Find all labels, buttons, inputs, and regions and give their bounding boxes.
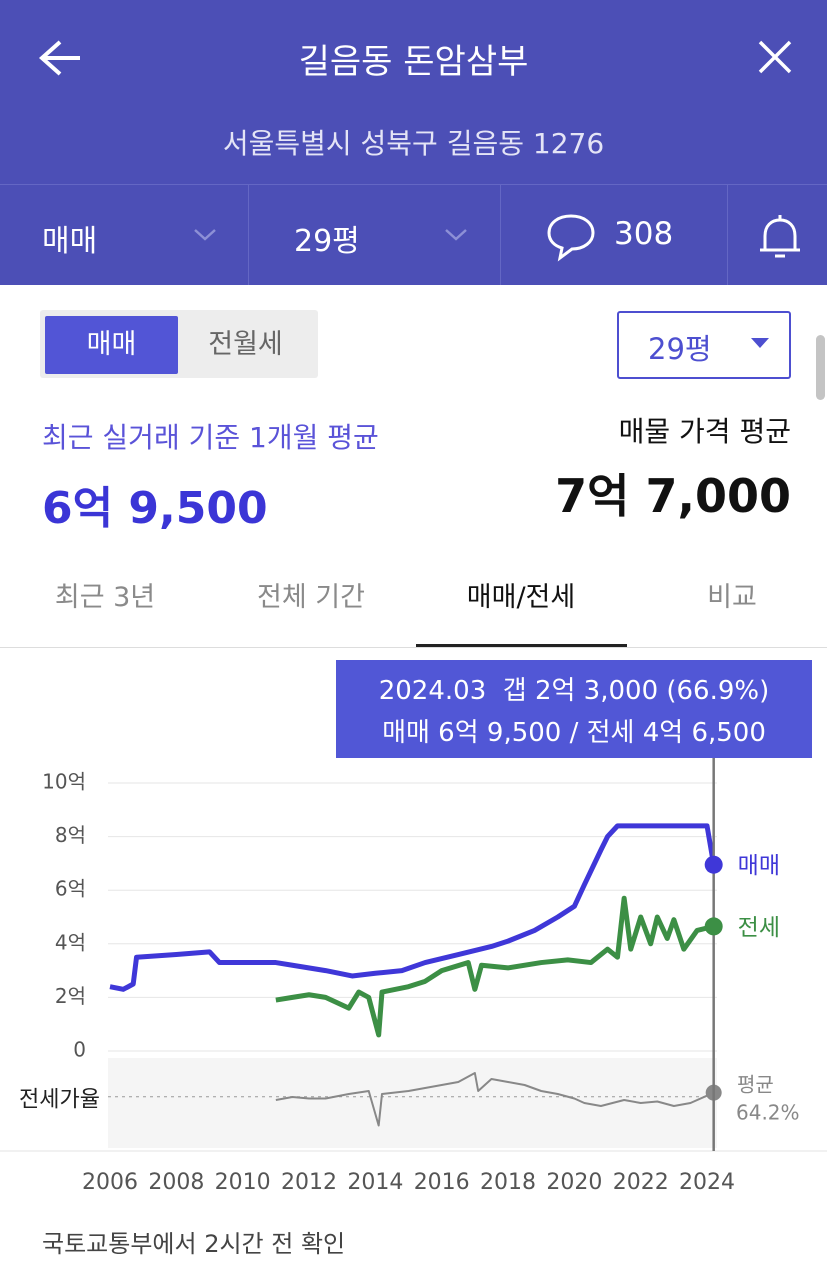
size-select[interactable] [617,311,791,379]
toggle-option[interactable]: 매매 [45,316,178,374]
x-tick-label: 2006 [82,1170,138,1195]
recent-label: 최근 실거래 기준 1개월 평균 [42,421,379,454]
line [275,895,715,1038]
title: 길음동 돈암삼부 [298,42,529,82]
tab-border [0,647,827,648]
listing-label: 매물 가격 평균 [618,415,791,448]
average-value: 64.2% [736,1101,800,1125]
x-tick-label: 2010 [215,1170,271,1195]
tooltip-line: 매매 6억 9,500 / 전세 4억 6,500 [382,718,766,748]
divider [248,185,249,285]
tab[interactable]: 최근 3년 [54,582,156,613]
divider [0,184,827,185]
tooltip-line: 2024.03 갭 2억 3,000 (66.9%) [378,676,770,706]
x-tick-label: 2016 [414,1170,470,1195]
trade-type-filter[interactable]: 매매 [42,224,98,259]
header [0,0,827,285]
listing-price: 7억 7,000 [555,469,791,523]
x-tick-label: 2020 [546,1170,602,1195]
y-tick-label: 6억 [55,877,86,901]
tab[interactable]: 매매/전세 [466,582,576,613]
scrollbar [816,335,825,400]
x-tick-label: 2022 [613,1170,669,1195]
legend-label: 전세 [738,915,780,941]
y-tick-label: 10억 [42,770,86,794]
x-tick-label: 2008 [148,1170,204,1195]
divider [500,185,501,285]
x-tick-label: 2018 [480,1170,536,1195]
footer: 국토교통부에서 2시간 전 확인 [42,1230,346,1258]
end-dot [704,917,723,936]
tab[interactable]: 전체 기간 [257,582,365,613]
end-dot [704,855,723,874]
y-tick-label: 8억 [55,823,86,847]
toggle-option[interactable]: 전월세 [208,329,283,360]
y-tick-label: 0 [73,1038,86,1062]
dropdown-arrow [751,338,769,348]
comment-icon[interactable] [546,212,596,262]
size-filter[interactable]: 29평 [294,224,360,259]
chevron [445,229,467,241]
y-tick-label: 4억 [55,930,86,954]
divider [727,185,728,285]
ratio-label: 전세가율 [19,1088,100,1113]
tab[interactable]: 비교 [707,582,757,613]
ratio-panel [108,1058,717,1148]
size-select-label: 29평 [648,332,712,366]
tab-indicator [416,644,627,647]
line [109,823,717,992]
back-button[interactable] [38,38,82,78]
x-tick-label: 2014 [347,1170,403,1195]
comment-count[interactable]: 308 [614,216,674,252]
y-tick-label: 2억 [55,984,86,1008]
line [275,1072,715,1127]
tooltip [336,660,812,758]
legend-label: 매매 [738,853,780,879]
chevron [194,229,216,241]
address: 서울특별시 성북구 길음동 1276 [222,127,605,160]
recent-price: 6억 9,500 [42,483,268,534]
close-button[interactable] [758,40,792,74]
average-label: 평균 [737,1073,774,1097]
x-tick-label: 2012 [281,1170,337,1195]
x-tick-label: 2024 [679,1170,735,1195]
bell-icon[interactable] [757,212,803,262]
